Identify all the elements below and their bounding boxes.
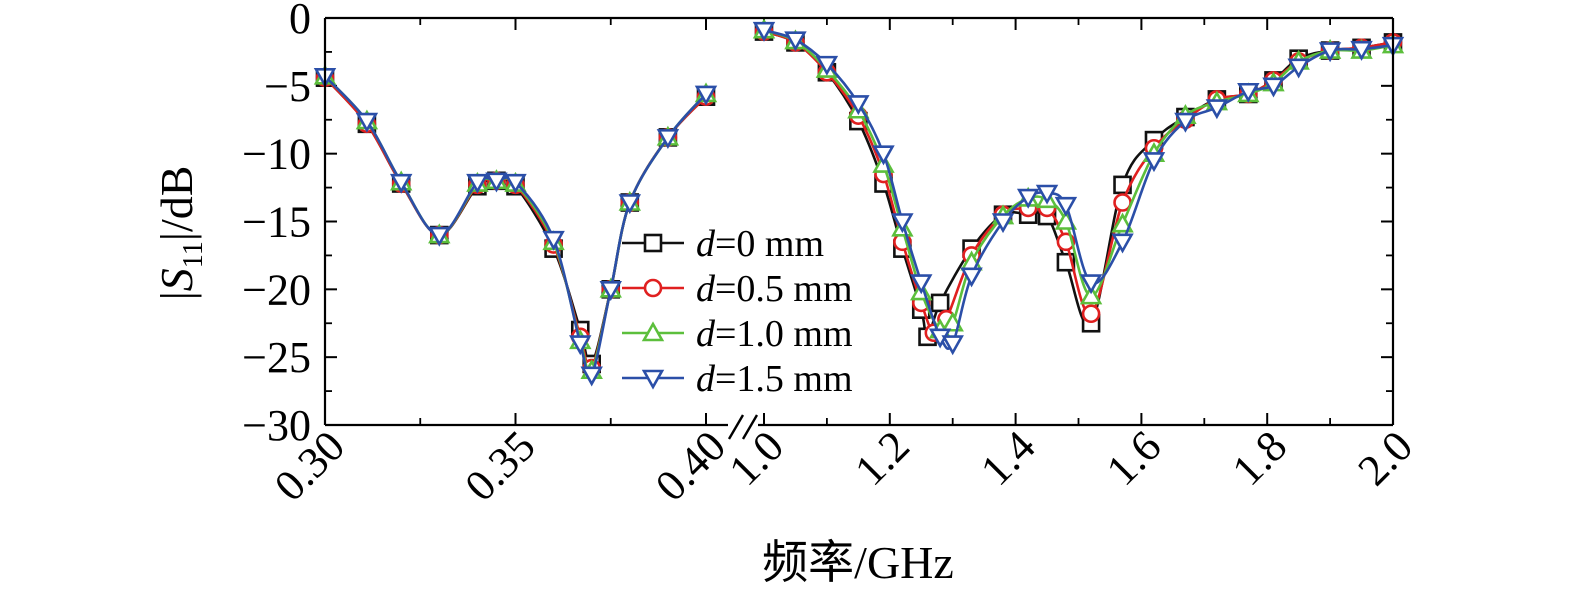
x-tick-label: 2.0 — [1349, 421, 1423, 495]
legend-marker — [643, 278, 663, 298]
series-3-point — [1174, 112, 1197, 133]
series-3-point — [1262, 77, 1285, 98]
legend-label-value: =1.5 mm — [715, 358, 853, 400]
series-3-point — [1054, 196, 1078, 217]
series-1 — [315, 22, 1403, 378]
series-3-point — [1287, 58, 1310, 79]
series-0-point — [930, 293, 950, 313]
series-3-point — [910, 274, 933, 295]
series-3-point — [752, 21, 776, 42]
series-3-point — [580, 366, 603, 387]
legend-label-var: d — [696, 313, 716, 355]
y-axis-label-post: |/dB — [151, 166, 202, 242]
x-tick-label: 1.4 — [971, 421, 1045, 495]
series-2-line-low — [324, 75, 707, 375]
series-3-point — [485, 172, 508, 193]
y-axis-label-var: S — [151, 268, 202, 291]
series-3-point — [355, 112, 379, 133]
series-2-point — [1111, 212, 1134, 233]
y-axis-label-pre: | — [151, 291, 202, 300]
legend-label-value: =0 mm — [715, 223, 824, 265]
series-3-point — [428, 226, 451, 247]
series-3-point — [1035, 184, 1059, 205]
series-0 — [315, 22, 1403, 374]
series-3-point — [1350, 40, 1373, 61]
series-3-point — [960, 267, 983, 288]
series-3-point — [847, 95, 870, 116]
series-0-line-low — [324, 76, 707, 367]
legend-label-var: d — [696, 268, 716, 310]
y-axis-label-sub: 11 — [178, 241, 209, 268]
series-3-point — [815, 55, 839, 76]
x-tick-label: 0.35 — [455, 421, 544, 510]
x-tick-label: 1.0 — [720, 421, 794, 495]
series-2-point — [1079, 284, 1103, 305]
series-3-point — [504, 173, 527, 194]
legend-label: d=1.5 mm — [696, 358, 853, 400]
legend-label-var: d — [696, 223, 716, 265]
series-3 — [313, 21, 1405, 387]
series-3-point — [1111, 233, 1134, 254]
y-tick-label: −25 — [242, 333, 311, 382]
series-3-point — [569, 335, 592, 356]
legend-label-value: =1.0 mm — [715, 313, 853, 355]
legend-label-value: =0.5 mm — [715, 268, 853, 310]
x-tick-label: 1.8 — [1223, 421, 1297, 495]
series-3-point — [872, 145, 895, 166]
series-layer — [313, 18, 1405, 387]
legend-label: d=1.0 mm — [696, 313, 853, 355]
series-3-point — [1237, 82, 1260, 103]
y-tick-label: −15 — [242, 198, 311, 247]
legend-marker — [641, 369, 665, 390]
axes-layer — [323, 16, 1395, 440]
series-3-point — [389, 173, 413, 194]
series-3-point — [694, 85, 718, 106]
y-tick-label: −30 — [242, 401, 311, 450]
axis-break-mark — [727, 414, 745, 440]
legend-label-var: d — [696, 358, 716, 400]
series-3-point — [1079, 274, 1103, 295]
x-tick-label: 0.40 — [646, 421, 735, 510]
series-1-point — [1081, 304, 1101, 324]
series-3-point — [784, 31, 807, 52]
series-3-point — [656, 129, 680, 150]
series-3-point — [542, 230, 565, 251]
legend: d=0 mmd=0.5 mmd=1.0 mmd=1.5 mm — [622, 223, 853, 400]
series-3-line-low — [324, 75, 707, 379]
series-3-point — [1016, 188, 1040, 209]
series-3-point — [1205, 99, 1229, 120]
series-3-point — [991, 213, 1015, 234]
legend-label: d=0.5 mm — [696, 268, 853, 310]
series-3-point — [618, 194, 642, 215]
series-3-point — [1142, 152, 1166, 173]
series-3-point — [1318, 42, 1342, 63]
y-tick-label: 0 — [289, 0, 311, 43]
y-tick-label: −10 — [242, 130, 311, 179]
series-3-point — [466, 173, 489, 194]
y-tick-label: −20 — [242, 265, 311, 314]
series-3-point — [891, 213, 914, 234]
y-axis-label: |S11|/dB — [151, 166, 209, 301]
series-1-line-low — [324, 76, 707, 372]
y-tick-label: −5 — [264, 62, 311, 111]
series-3-point — [599, 281, 622, 301]
x-axis-label: 频率/GHz — [762, 537, 954, 588]
legend-marker — [641, 321, 665, 342]
series-3-point — [941, 335, 964, 356]
legend-marker — [643, 233, 663, 253]
axis-break-mark — [741, 414, 759, 440]
x-tick-label: 1.2 — [845, 421, 919, 495]
legend-label: d=0 mm — [696, 223, 824, 265]
x-tick-label: 1.6 — [1097, 421, 1171, 495]
series-2 — [313, 18, 1405, 380]
